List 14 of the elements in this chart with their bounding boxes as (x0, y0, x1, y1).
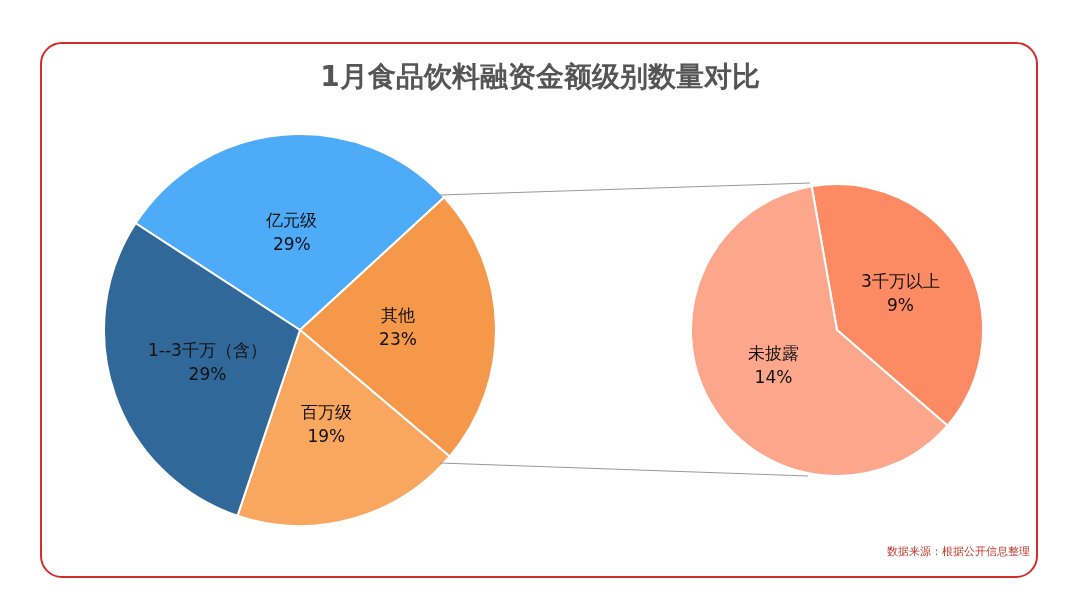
data-label: 29% (272, 233, 311, 254)
slice-label: 3千万以上 (861, 271, 940, 292)
slice-label: 百万级 (300, 401, 352, 422)
data-label: 19% (307, 425, 346, 446)
data-label: 9% (887, 295, 914, 316)
chart-title: 1月食品饮料融资金额级别数量对比 (319, 59, 761, 95)
data-label: 29% (188, 363, 227, 384)
slice-label: 亿元级 (265, 209, 318, 230)
slice-label: 未披露 (748, 343, 800, 364)
data-label: 14% (754, 367, 793, 388)
data-label: 23% (379, 329, 417, 350)
slice-label: 其他 (380, 305, 415, 326)
slice-label: 1--3千万（含） (148, 339, 267, 360)
source-note: 数据来源：根据公开信息整理 (887, 544, 1030, 559)
